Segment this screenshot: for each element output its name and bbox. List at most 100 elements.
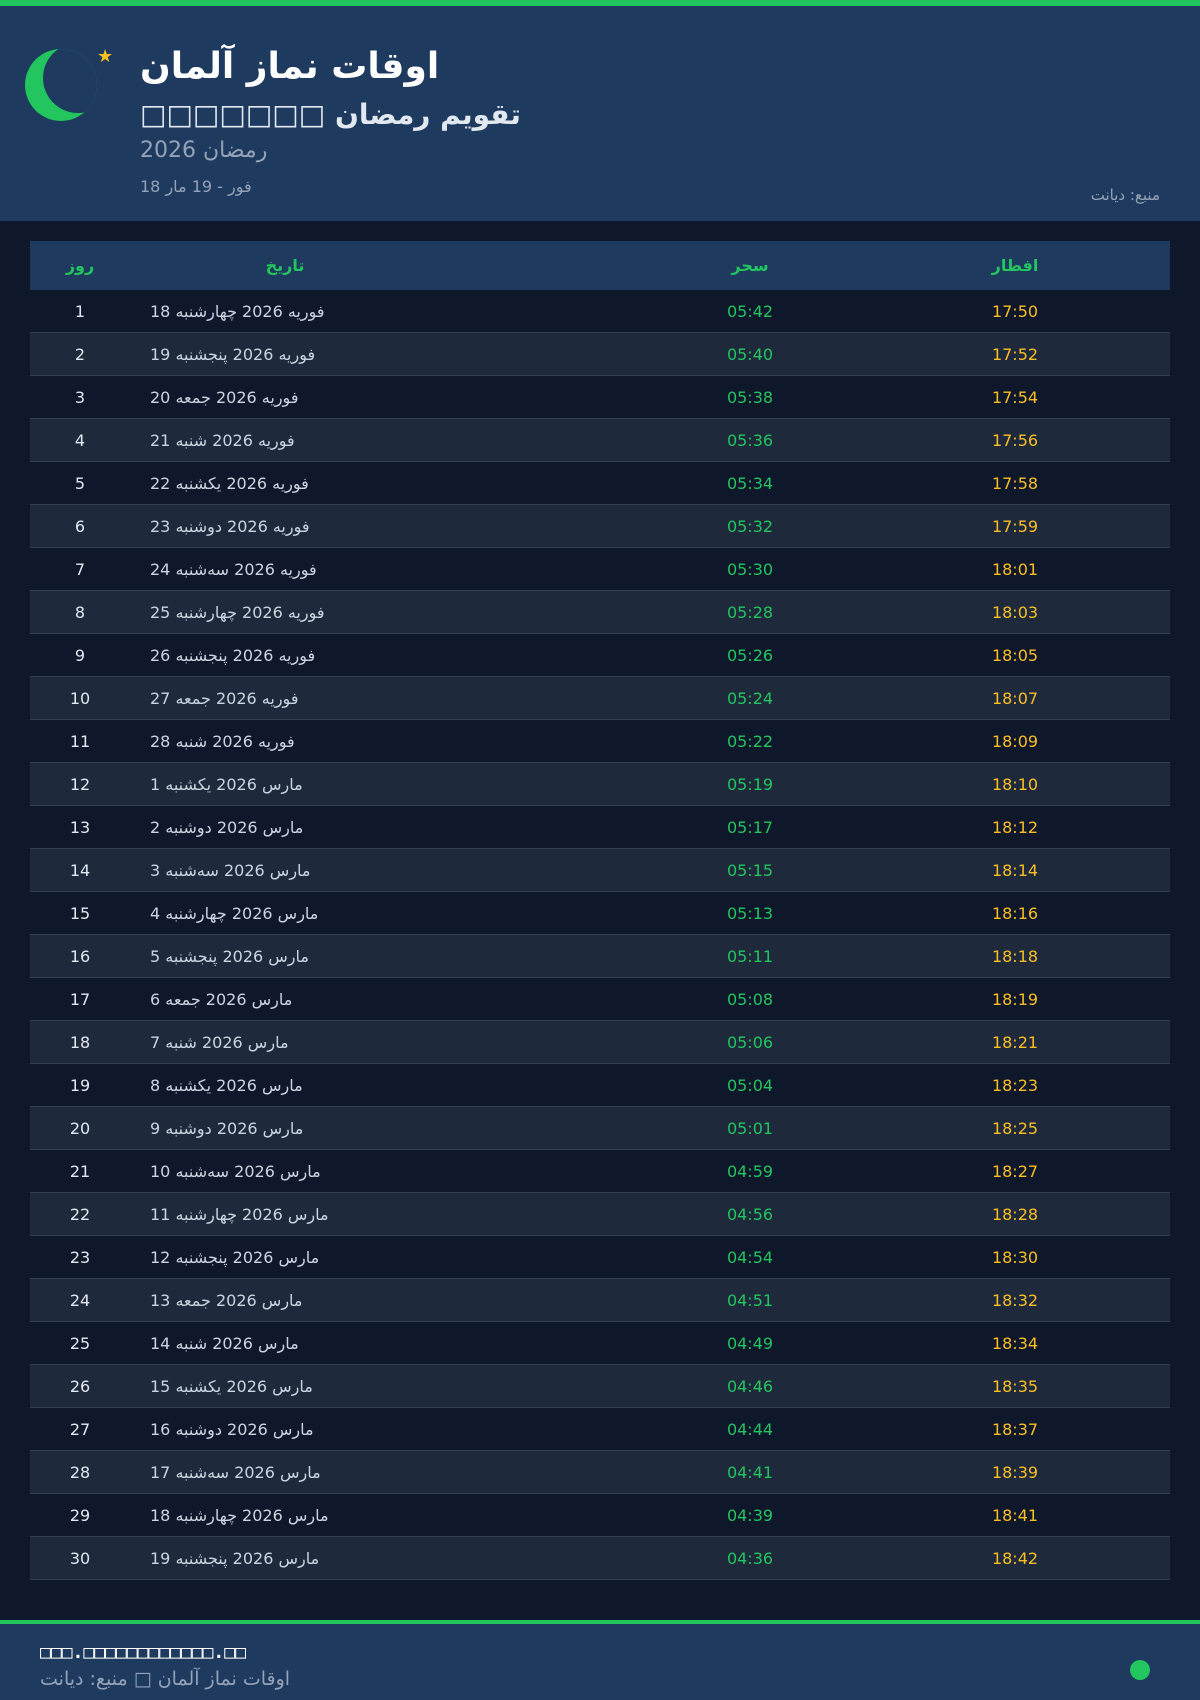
- footer-text: اوقات نماز آلمان □ منبع: دیانت: [40, 1668, 291, 1690]
- iftar-time: 18:25: [991, 1118, 1039, 1138]
- suhoor-time: 05:19: [726, 774, 774, 794]
- date-cell: 19 مارس 2026 پنجشنبه: [150, 1548, 320, 1568]
- suhoor-time: 05:28: [726, 602, 774, 622]
- table-row: 26 15 مارس 2026 یکشنبه 04:46 18:35: [30, 1365, 1170, 1408]
- iftar-time: 17:50: [991, 301, 1039, 321]
- header: ★ اوقات نماز آلمان □□□□□□□ تقویم رمضان ر…: [0, 6, 1200, 221]
- day-cell: 14: [69, 860, 91, 880]
- iftar-time: 17:56: [991, 430, 1039, 450]
- iftar-time: 17:52: [991, 344, 1039, 364]
- date-cell: 3 مارس 2026 سه‌شنبه: [150, 860, 311, 880]
- suhoor-time: 04:56: [726, 1204, 774, 1224]
- date-cell: 10 مارس 2026 سه‌شنبه: [150, 1161, 321, 1181]
- table-row: 15 4 مارس 2026 چهارشنبه 05:13 18:16: [30, 892, 1170, 935]
- footer-url[interactable]: □□□.□□□□□□□□□□□□.□□: [40, 1642, 246, 1663]
- date-cell: 15 مارس 2026 یکشنبه: [150, 1376, 313, 1396]
- table-row: 30 19 مارس 2026 پنجشنبه 04:36 18:42: [30, 1537, 1170, 1580]
- table-row: 22 11 مارس 2026 چهارشنبه 04:56 18:28: [30, 1193, 1170, 1236]
- iftar-time: 18:09: [991, 731, 1039, 751]
- suhoor-time: 05:30: [726, 559, 774, 579]
- column-header-day: روز: [65, 256, 95, 275]
- date-cell: 23 فوریه 2026 دوشنبه: [150, 516, 310, 536]
- column-header-date: تاریخ: [265, 256, 305, 275]
- suhoor-time: 05:01: [726, 1118, 774, 1138]
- iftar-time: 18:32: [991, 1290, 1039, 1310]
- suhoor-time: 05:13: [726, 903, 774, 923]
- date-cell: 22 فوریه 2026 یکشنبه: [150, 473, 309, 493]
- table-row: 12 1 مارس 2026 یکشنبه 05:19 18:10: [30, 763, 1170, 806]
- suhoor-time: 05:04: [726, 1075, 774, 1095]
- iftar-time: 18:03: [991, 602, 1039, 622]
- top-accent-bar: [0, 0, 1200, 6]
- day-cell: 23: [69, 1247, 91, 1267]
- table-row: 24 13 مارس 2026 جمعه 04:51 18:32: [30, 1279, 1170, 1322]
- table-row: 28 17 مارس 2026 سه‌شنبه 04:41 18:39: [30, 1451, 1170, 1494]
- day-cell: 28: [69, 1462, 91, 1482]
- suhoor-time: 04:44: [726, 1419, 774, 1439]
- iftar-time: 18:18: [991, 946, 1039, 966]
- date-cell: 27 فوریه 2026 جمعه: [150, 688, 299, 708]
- table-row: 29 18 مارس 2026 چهارشنبه 04:39 18:41: [30, 1494, 1170, 1537]
- day-cell: 10: [69, 688, 91, 708]
- table-row: 21 10 مارس 2026 سه‌شنبه 04:59 18:27: [30, 1150, 1170, 1193]
- table-row: 16 5 مارس 2026 پنجشنبه 05:11 18:18: [30, 935, 1170, 978]
- date-cell: 19 فوریه 2026 پنجشنبه: [150, 344, 316, 364]
- table-row: 2 19 فوریه 2026 پنجشنبه 05:40 17:52: [30, 333, 1170, 376]
- table-header: روز تاریخ سحر افطار: [30, 241, 1170, 290]
- suhoor-time: 05:38: [726, 387, 774, 407]
- date-cell: 12 مارس 2026 پنجشنبه: [150, 1247, 320, 1267]
- iftar-time: 18:16: [991, 903, 1039, 923]
- date-range: 18 فور - 19 مار: [140, 177, 252, 196]
- iftar-time: 18:23: [991, 1075, 1039, 1095]
- day-cell: 15: [69, 903, 91, 923]
- date-cell: 18 مارس 2026 چهارشنبه: [150, 1505, 329, 1525]
- star-icon: ★: [97, 46, 114, 67]
- day-cell: 21: [69, 1161, 91, 1181]
- day-cell: 27: [69, 1419, 91, 1439]
- day-cell: 6: [74, 516, 86, 536]
- iftar-time: 18:12: [991, 817, 1039, 837]
- iftar-time: 18:21: [991, 1032, 1039, 1052]
- iftar-time: 17:58: [991, 473, 1039, 493]
- suhoor-time: 05:24: [726, 688, 774, 708]
- day-cell: 7: [74, 559, 86, 579]
- iftar-time: 18:01: [991, 559, 1039, 579]
- table-row: 6 23 فوریه 2026 دوشنبه 05:32 17:59: [30, 505, 1170, 548]
- suhoor-time: 04:36: [726, 1548, 774, 1568]
- suhoor-time: 05:26: [726, 645, 774, 665]
- iftar-time: 18:34: [991, 1333, 1039, 1353]
- date-cell: 2 مارس 2026 دوشنبه: [150, 817, 304, 837]
- table-row: 4 21 فوریه 2026 شنبه 05:36 17:56: [30, 419, 1170, 462]
- iftar-time: 18:19: [991, 989, 1039, 1009]
- iftar-time: 18:39: [991, 1462, 1039, 1482]
- day-cell: 3: [74, 387, 86, 407]
- table-row: 17 6 مارس 2026 جمعه 05:08 18:19: [30, 978, 1170, 1021]
- day-cell: 30: [69, 1548, 91, 1568]
- date-cell: 9 مارس 2026 دوشنبه: [150, 1118, 304, 1138]
- suhoor-time: 04:41: [726, 1462, 774, 1482]
- column-header-iftar: افطار: [991, 256, 1039, 275]
- date-cell: 1 مارس 2026 یکشنبه: [150, 774, 303, 794]
- date-cell: 18 فوریه 2026 چهارشنبه: [150, 301, 325, 321]
- date-cell: 4 مارس 2026 چهارشنبه: [150, 903, 319, 923]
- suhoor-time: 05:08: [726, 989, 774, 1009]
- day-cell: 26: [69, 1376, 91, 1396]
- suhoor-time: 05:11: [726, 946, 774, 966]
- date-cell: 8 مارس 2026 یکشنبه: [150, 1075, 303, 1095]
- table-row: 27 16 مارس 2026 دوشنبه 04:44 18:37: [30, 1408, 1170, 1451]
- source-label: منبع: دیانت: [1090, 186, 1160, 204]
- suhoor-time: 05:42: [726, 301, 774, 321]
- iftar-time: 18:30: [991, 1247, 1039, 1267]
- date-cell: 13 مارس 2026 جمعه: [150, 1290, 303, 1310]
- table-row: 11 28 فوریه 2026 شنبه 05:22 18:09: [30, 720, 1170, 763]
- table-row: 23 12 مارس 2026 پنجشنبه 04:54 18:30: [30, 1236, 1170, 1279]
- day-cell: 25: [69, 1333, 91, 1353]
- table-body: 1 18 فوریه 2026 چهارشنبه 05:42 17:50 2 19 فور…: [30, 290, 1170, 1580]
- crescent-moon-icon: [25, 49, 97, 121]
- table-row: 18 7 مارس 2026 شنبه 05:06 18:21: [30, 1021, 1170, 1064]
- iftar-time: 18:41: [991, 1505, 1039, 1525]
- iftar-time: 18:37: [991, 1419, 1039, 1439]
- suhoor-time: 05:06: [726, 1032, 774, 1052]
- suhoor-time: 05:22: [726, 731, 774, 751]
- day-cell: 5: [74, 473, 86, 493]
